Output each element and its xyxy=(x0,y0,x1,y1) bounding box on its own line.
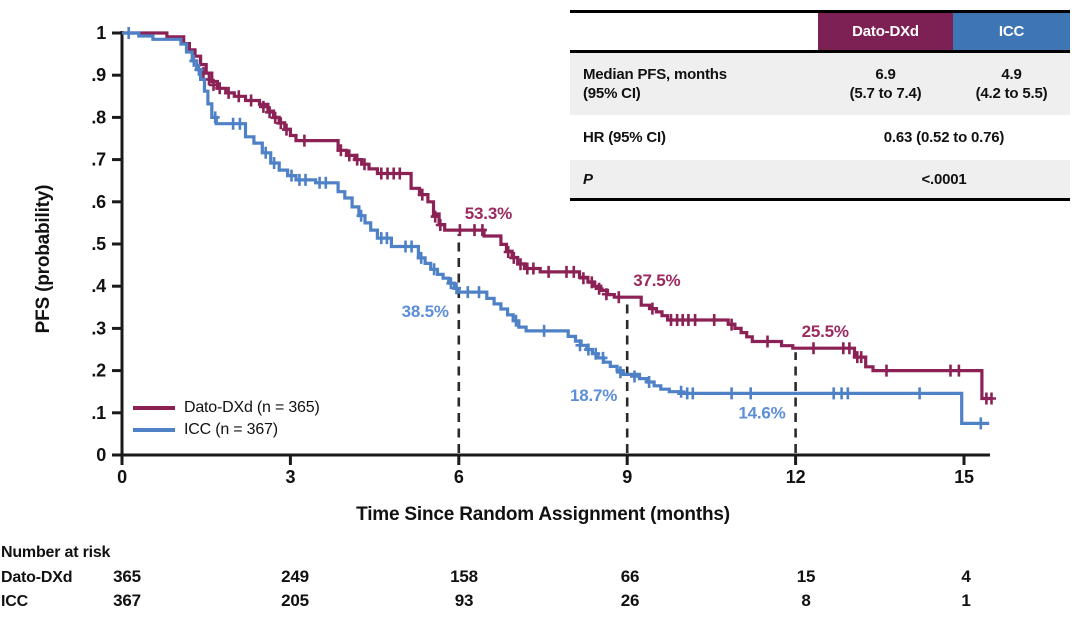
risk-count: 158 xyxy=(450,567,478,586)
risk-count: 367 xyxy=(113,591,141,610)
stats-header-icc: ICC xyxy=(953,13,1070,50)
risk-count: 365 xyxy=(113,567,141,586)
risk-count: 8 xyxy=(801,591,810,610)
milestone-label-dato-12: 25.5% xyxy=(802,322,849,341)
legend-item-dato: Dato-DXd (n = 365) xyxy=(133,397,320,419)
legend-label-icc: ICC (n = 367) xyxy=(184,421,278,438)
legend: Dato-DXd (n = 365) ICC (n = 367) xyxy=(133,397,320,441)
x-tick-label: 12 xyxy=(786,467,806,487)
risk-row-label-icc: ICC xyxy=(1,593,29,610)
y-tick-label: .3 xyxy=(91,318,106,338)
milestone-label-dato-9: 37.5% xyxy=(633,271,680,290)
y-tick-label: 0 xyxy=(96,445,106,465)
y-tick-label: .1 xyxy=(91,403,106,423)
km-plot-area: 1 .9 .8 .7 .6 .5 .4 .3 .2 .1 00 3 6 9 12 15 53.3% 38.5% 37… xyxy=(91,23,996,487)
milestone-label-dato-6: 53.3% xyxy=(465,204,512,223)
risk-count: 249 xyxy=(281,567,309,586)
median-pfs-icc-value: 4.9 (4.2 to 5.5) xyxy=(975,66,1048,102)
y-tick-label: .7 xyxy=(91,150,106,170)
p-value-label: P xyxy=(583,170,593,188)
stats-header-row: Dato-DXd ICC xyxy=(570,13,1070,53)
risk-count: 93 xyxy=(455,591,474,610)
x-tick-label: 9 xyxy=(622,467,632,487)
y-tick-label: .9 xyxy=(91,65,106,85)
risk-count: 66 xyxy=(621,567,640,586)
stats-row-hr: HR (95% CI) 0.63 (0.52 to 0.76) xyxy=(570,115,1070,160)
risk-row-label-dato: Dato-DXd xyxy=(1,569,72,586)
y-tick-label: .5 xyxy=(91,234,106,254)
x-tick-label: 6 xyxy=(454,467,464,487)
stats-header-spacer xyxy=(570,13,818,50)
legend-label-dato: Dato-DXd (n = 365) xyxy=(184,399,320,416)
number-at-risk-table: Number at risk Dato-DXd 365 249 158 66 1… xyxy=(1,544,972,610)
y-tick-label: 1 xyxy=(96,23,106,43)
median-pfs-label: Median PFS, months (95% CI) xyxy=(583,66,727,102)
y-tick-label: .8 xyxy=(91,107,106,127)
stats-row-median-pfs: Median PFS, months (95% CI) 6.9 (5.7 to … xyxy=(570,53,1070,115)
dato-line-swatch xyxy=(133,406,175,410)
x-axis-title: Time Since Random Assignment (months) xyxy=(356,504,730,525)
y-tick-label: .4 xyxy=(91,276,106,296)
risk-count: 1 xyxy=(961,591,970,610)
legend-item-icc: ICC (n = 367) xyxy=(133,419,320,441)
icc-line-swatch xyxy=(133,428,175,432)
km-curve-icc xyxy=(122,31,990,425)
y-tick-label: .2 xyxy=(91,361,106,381)
risk-count: 205 xyxy=(281,591,309,610)
y-tick-label: .6 xyxy=(91,192,106,212)
x-tick-label: 3 xyxy=(285,467,295,487)
stats-table: Dato-DXd ICC Median PFS, months (95% CI)… xyxy=(570,10,1070,201)
y-axis-title: PFS (probability) xyxy=(33,184,54,334)
stats-row-p: P <.0001 xyxy=(570,160,1070,198)
milestone-label-icc-9: 18.7% xyxy=(570,386,617,405)
risk-count: 26 xyxy=(621,591,640,610)
x-tick-label: 15 xyxy=(954,467,974,487)
censor-marks-dato-dxd xyxy=(198,67,996,405)
milestone-label-icc-6: 38.5% xyxy=(402,302,449,321)
milestone-label-icc-12: 14.6% xyxy=(738,403,785,422)
censor-marks-icc xyxy=(124,27,986,430)
number-at-risk-title: Number at risk xyxy=(1,544,111,561)
risk-count: 4 xyxy=(961,567,971,586)
risk-count: 15 xyxy=(797,567,816,586)
stats-header-dato: Dato-DXd xyxy=(818,13,953,50)
hr-value: 0.63 (0.52 to 0.76) xyxy=(883,129,1005,146)
p-value: <.0001 xyxy=(921,170,967,188)
median-pfs-dato-value: 6.9 (5.7 to 7.4) xyxy=(849,66,922,102)
hr-label: HR (95% CI) xyxy=(583,129,666,146)
x-tick-label: 0 xyxy=(117,467,127,487)
